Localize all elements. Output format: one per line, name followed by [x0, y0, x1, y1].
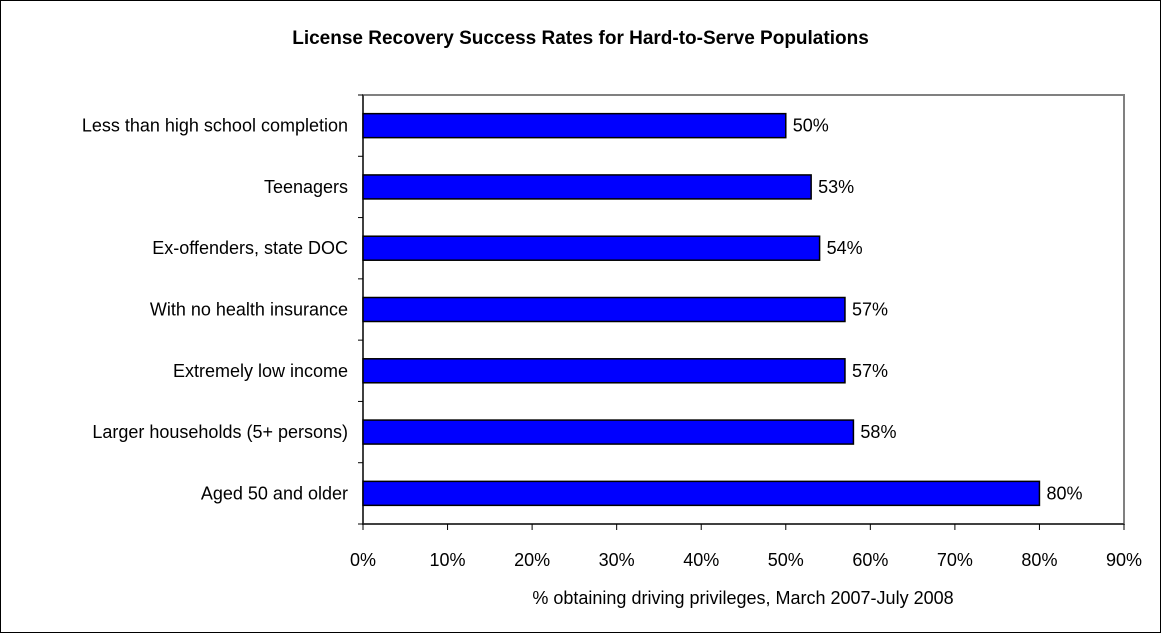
- bar-5: [362, 419, 855, 445]
- bar-0: [362, 112, 787, 139]
- x-tick-label: 80%: [1021, 550, 1057, 570]
- x-tick-label: 0%: [350, 550, 376, 570]
- data-label: 57%: [852, 361, 888, 381]
- chart-title: License Recovery Success Rates for Hard-…: [292, 28, 869, 49]
- category-label: With no health insurance: [150, 300, 348, 320]
- category-label: Ex-offenders, state DOC: [152, 238, 348, 258]
- data-label: 58%: [860, 422, 896, 442]
- category-label: Extremely low income: [173, 361, 348, 381]
- bar-1: [362, 174, 812, 200]
- x-tick-label: 20%: [514, 550, 550, 570]
- data-label: 54%: [827, 238, 863, 258]
- x-tick-label: 40%: [683, 550, 719, 570]
- data-label: 53%: [818, 177, 854, 197]
- bar-3: [362, 296, 846, 323]
- bar-2: [362, 235, 821, 261]
- category-label: Larger households (5+ persons): [92, 422, 348, 442]
- x-tick-label: 50%: [768, 550, 804, 570]
- x-tick-label: 70%: [937, 550, 973, 570]
- data-label: 57%: [852, 300, 888, 320]
- x-tick-label: 10%: [430, 550, 466, 570]
- category-label: Aged 50 and older: [201, 483, 348, 503]
- axes-group: Less than high school completion 50% Teena…: [82, 94, 1142, 570]
- x-axis-title: % obtaining driving privileges, March 20…: [532, 588, 953, 608]
- bar-6: [362, 480, 1041, 507]
- x-tick-label: 60%: [852, 550, 888, 570]
- x-tick-label: 90%: [1106, 550, 1142, 570]
- bars-group: [362, 112, 1041, 507]
- bar-4: [362, 358, 846, 384]
- x-tick-label: 30%: [599, 550, 635, 570]
- category-label: Teenagers: [264, 177, 348, 197]
- category-label: Less than high school completion: [82, 116, 348, 136]
- data-label: 80%: [1046, 483, 1082, 503]
- data-label: 50%: [793, 116, 829, 136]
